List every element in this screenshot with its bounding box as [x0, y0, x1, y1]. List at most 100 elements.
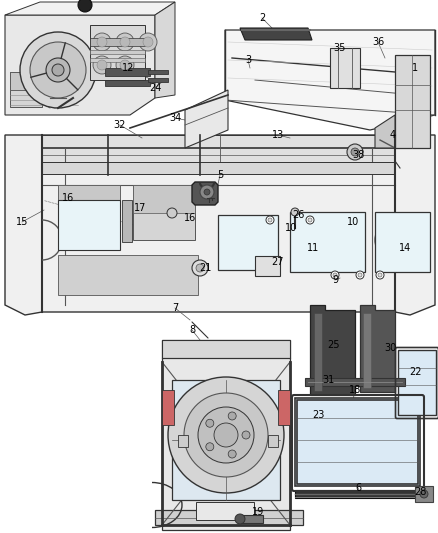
Polygon shape [375, 115, 395, 148]
Circle shape [167, 208, 177, 218]
Polygon shape [225, 30, 435, 130]
Bar [295, 490, 430, 498]
Circle shape [242, 431, 250, 439]
Circle shape [52, 64, 64, 76]
Bar [295, 398, 420, 486]
Bar [10, 72, 42, 90]
Text: 25: 25 [327, 340, 339, 350]
Text: 17: 17 [134, 203, 146, 213]
Circle shape [206, 419, 214, 427]
Circle shape [291, 208, 299, 216]
Bar [58, 185, 120, 213]
Circle shape [235, 514, 245, 524]
Polygon shape [185, 90, 228, 148]
Bar [172, 380, 280, 500]
Text: 2: 2 [259, 13, 265, 23]
Circle shape [214, 423, 238, 447]
Circle shape [333, 273, 337, 277]
Bar [255, 256, 280, 276]
Text: 10: 10 [285, 223, 297, 233]
Text: 9: 9 [332, 275, 338, 285]
Polygon shape [297, 400, 418, 484]
Text: 4: 4 [390, 130, 396, 140]
Polygon shape [360, 305, 395, 392]
Circle shape [268, 218, 272, 222]
Bar [105, 80, 150, 86]
Bar [238, 515, 263, 523]
Bar [90, 38, 145, 46]
Circle shape [139, 33, 157, 51]
Polygon shape [162, 340, 290, 358]
Circle shape [356, 271, 364, 279]
Circle shape [78, 0, 92, 12]
Circle shape [93, 56, 111, 74]
Bar [330, 48, 360, 88]
Text: 28: 28 [414, 487, 426, 497]
Bar [42, 162, 395, 174]
Circle shape [46, 58, 70, 82]
Text: 27: 27 [272, 257, 284, 267]
Text: 8: 8 [189, 325, 195, 335]
Text: 16: 16 [62, 193, 74, 203]
Bar [178, 435, 188, 447]
Text: 35: 35 [334, 43, 346, 53]
Bar [122, 200, 132, 242]
Bar [90, 25, 145, 80]
Text: 18: 18 [349, 385, 361, 395]
Text: 19: 19 [252, 507, 264, 517]
Polygon shape [162, 340, 290, 530]
Bar [90, 58, 145, 62]
Bar [105, 68, 150, 76]
Text: 13: 13 [272, 130, 284, 140]
Bar [155, 510, 303, 525]
Polygon shape [310, 305, 355, 395]
Polygon shape [155, 2, 175, 98]
Circle shape [192, 260, 208, 276]
Circle shape [196, 264, 204, 272]
Bar [363, 313, 371, 388]
Circle shape [376, 271, 384, 279]
Circle shape [97, 60, 107, 70]
Circle shape [20, 32, 96, 108]
Text: 7: 7 [172, 303, 178, 313]
Text: 26: 26 [292, 210, 304, 220]
Text: 23: 23 [312, 410, 324, 420]
Polygon shape [395, 55, 430, 148]
Bar [218, 215, 278, 270]
Circle shape [120, 37, 130, 47]
Bar [398, 350, 436, 415]
Bar [148, 70, 168, 74]
Text: 15: 15 [16, 217, 28, 227]
Text: 22: 22 [409, 367, 421, 377]
Bar [148, 78, 168, 82]
Text: 10: 10 [347, 217, 359, 227]
Text: 16: 16 [184, 213, 196, 223]
Circle shape [30, 42, 86, 98]
Bar [90, 50, 145, 54]
Circle shape [347, 144, 363, 160]
Circle shape [351, 148, 359, 156]
Circle shape [97, 37, 107, 47]
Text: 14: 14 [399, 243, 411, 253]
Bar [58, 200, 120, 250]
Circle shape [116, 56, 134, 74]
Circle shape [204, 189, 210, 195]
Polygon shape [192, 182, 218, 205]
Bar [162, 390, 174, 425]
Bar [290, 212, 365, 272]
Circle shape [420, 490, 428, 498]
Circle shape [168, 377, 284, 493]
Circle shape [228, 450, 236, 458]
Circle shape [198, 407, 254, 463]
Circle shape [184, 393, 268, 477]
Bar [314, 313, 322, 391]
Text: 31: 31 [322, 375, 334, 385]
Bar [42, 135, 395, 170]
Text: 34: 34 [169, 113, 181, 123]
Polygon shape [240, 28, 312, 40]
Text: 30: 30 [384, 343, 396, 353]
Bar [375, 212, 430, 272]
Circle shape [206, 443, 214, 451]
Bar [133, 185, 195, 240]
Bar [278, 390, 290, 425]
